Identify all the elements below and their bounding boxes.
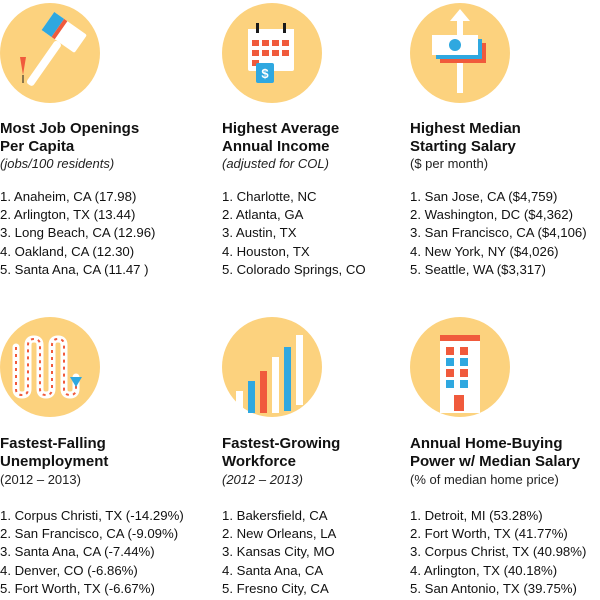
- ranking-list: 1. Bakersfield, CA 2. New Orleans, LA 3.…: [222, 507, 336, 598]
- list-item: 1. Detroit, MI (53.28%): [410, 508, 543, 523]
- panel-title: Highest Average Annual Income: [222, 120, 340, 155]
- list-item: 5. San Antonio, TX (39.75%): [410, 580, 577, 596]
- panel-title: Fastest-Growing Workforce: [222, 435, 341, 470]
- list-item: 4. Denver, CO (-6.86%): [0, 562, 138, 578]
- list-item: 2. Arlington, TX (13.44): [0, 207, 136, 223]
- list-item: 5. Fresno City, CA: [222, 580, 329, 596]
- ranking-list: 1. Detroit, MI (53.28%) 2. Fort Worth, T…: [410, 507, 586, 598]
- list-item: 4. Arlington, TX (40.18%): [410, 562, 558, 578]
- svg-text:$: $: [261, 66, 269, 81]
- growth-bars-icon: [222, 317, 322, 417]
- ranking-list: 1. San Jose, CA ($4,759) 2. Washington, …: [410, 188, 587, 279]
- panel-growing-workforce: Fastest-Growing Workforce (2012 – 2013) …: [222, 305, 422, 600]
- panel-job-openings: Most Job Openings Per Capita (jobs/100 r…: [0, 0, 200, 300]
- ranking-list: 1. Charlotte, NC 2. Atlanta, GA 3. Austi…: [222, 188, 366, 279]
- panel-title: Highest Median Starting Salary: [410, 120, 521, 155]
- list-item: 5. Santa Ana, CA (11.47 ): [0, 261, 149, 277]
- list-item: 4. Santa Ana, CA: [222, 562, 324, 578]
- list-item: 3. Corpus Christ, TX (40.98%): [410, 544, 587, 560]
- gavel-icon: [0, 3, 100, 103]
- list-item: 1. Corpus Christi, TX (-14.29%): [0, 508, 184, 523]
- list-item: 2. Atlanta, GA: [222, 207, 304, 223]
- panel-title: Annual Home-Buying Power w/ Median Salar…: [410, 435, 581, 470]
- panel-subtitle: (% of median home price): [410, 472, 559, 487]
- panel-subtitle: (2012 – 2013): [222, 472, 303, 487]
- list-item: 4. New York, NY ($4,026): [410, 243, 559, 259]
- panel-subtitle: (2012 – 2013): [0, 472, 81, 487]
- list-item: 3. Kansas City, MO: [222, 544, 335, 560]
- list-item: 3. San Francisco, CA ($4,106): [410, 225, 587, 241]
- panel-title: Fastest-Falling Unemployment: [0, 435, 109, 470]
- calendar-money-icon: $: [222, 3, 322, 103]
- panel-starting-salary: Highest Median Starting Salary ($ per mo…: [410, 0, 600, 300]
- list-item: 3. Long Beach, CA (12.96): [0, 225, 156, 241]
- panel-subtitle: ($ per month): [410, 156, 489, 171]
- panel-subtitle: (adjusted for COL): [222, 156, 329, 171]
- list-item: 3. Santa Ana, CA (-7.44%): [0, 544, 155, 560]
- list-item: 1. Charlotte, NC: [222, 189, 317, 204]
- ranking-list: 1. Anaheim, CA (17.98) 2. Arlington, TX …: [0, 188, 155, 279]
- building-icon: [410, 317, 510, 417]
- list-item: 1. San Jose, CA ($4,759): [410, 189, 558, 204]
- list-item: 4. Houston, TX: [222, 243, 310, 259]
- ranking-list: 1. Corpus Christi, TX (-14.29%) 2. San F…: [0, 507, 184, 598]
- list-item: 5. Fort Worth, TX (-6.67%): [0, 580, 155, 596]
- list-item: 1. Anaheim, CA (17.98): [0, 189, 137, 204]
- list-item: 5. Colorado Springs, CO: [222, 261, 366, 277]
- list-item: 5. Seattle, WA ($3,317): [410, 261, 546, 277]
- list-item: 2. Fort Worth, TX (41.77%): [410, 526, 568, 542]
- panel-falling-unemployment: Fastest-Falling Unemployment (2012 – 201…: [0, 305, 200, 600]
- panel-subtitle: (jobs/100 residents): [0, 156, 115, 171]
- list-item: 2. Washington, DC ($4,362): [410, 207, 573, 223]
- salary-sign-icon: [410, 3, 510, 103]
- panel-home-buying-power: Annual Home-Buying Power w/ Median Salar…: [410, 305, 600, 600]
- list-item: 1. Bakersfield, CA: [222, 508, 328, 523]
- list-item: 2. New Orleans, LA: [222, 526, 337, 542]
- list-item: 4. Oakland, CA (12.30): [0, 243, 135, 259]
- zigzag-down-arrow-icon: [0, 317, 100, 417]
- panel-title: Most Job Openings Per Capita: [0, 120, 140, 155]
- list-item: 3. Austin, TX: [222, 225, 297, 241]
- panel-average-income: $ Highest Average Annual Income (adjuste…: [222, 0, 422, 300]
- list-item: 2. San Francisco, CA (-9.09%): [0, 526, 179, 542]
